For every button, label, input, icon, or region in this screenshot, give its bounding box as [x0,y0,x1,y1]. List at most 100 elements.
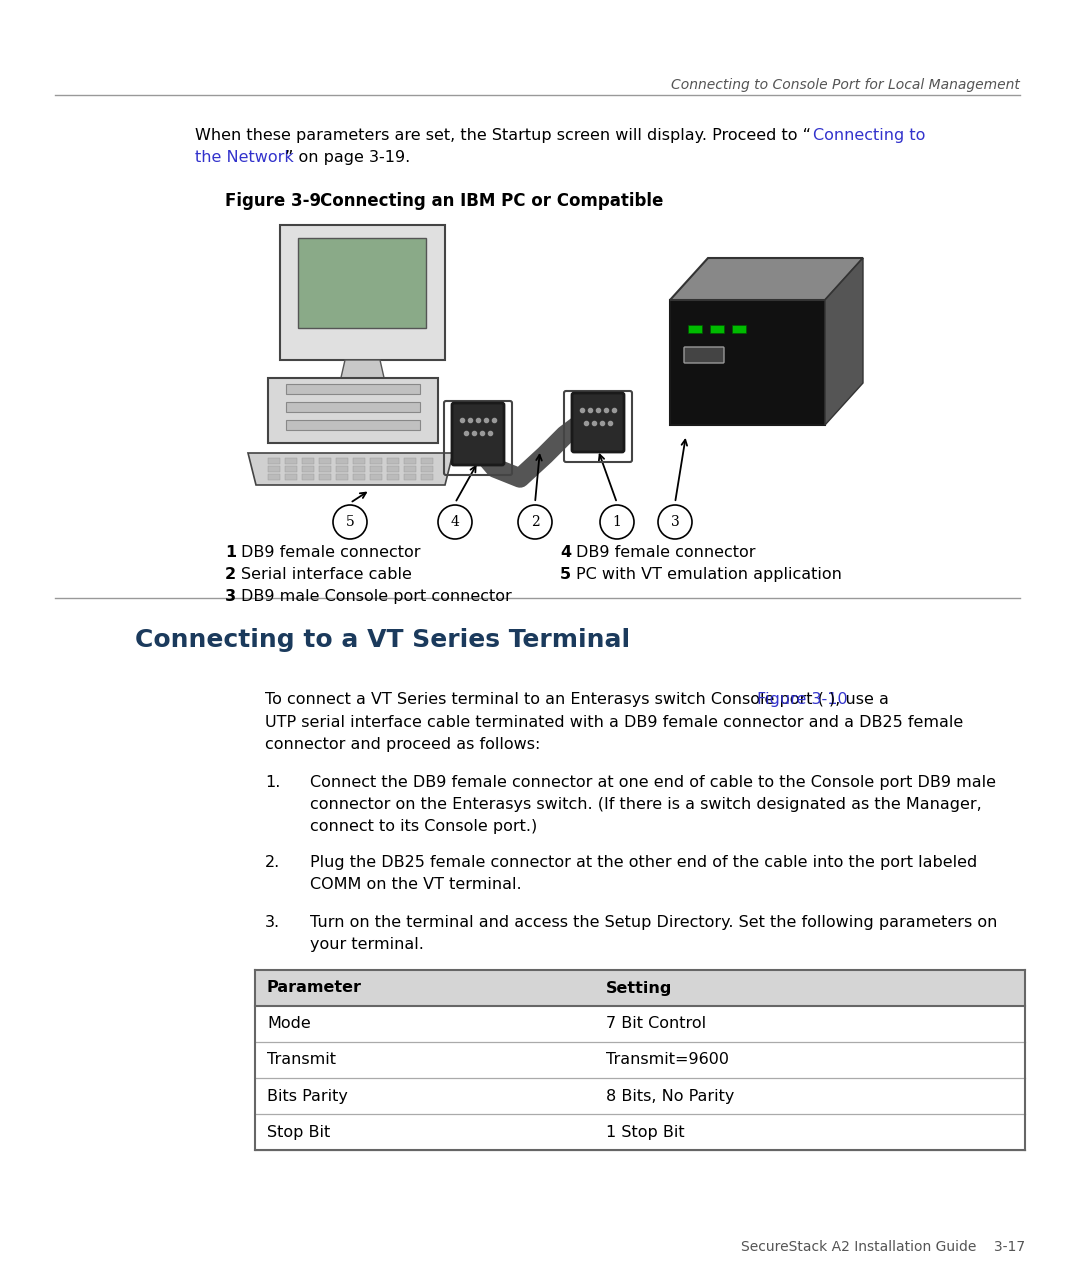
Polygon shape [319,458,330,464]
Text: DB9 female connector: DB9 female connector [576,545,756,560]
Polygon shape [387,466,399,472]
Text: Transmit=9600: Transmit=9600 [606,1053,729,1068]
Text: Connect the DB9 female connector at one end of cable to the Console port DB9 mal: Connect the DB9 female connector at one … [310,775,996,790]
Text: 1.: 1. [265,775,281,790]
Text: the Network: the Network [195,150,294,165]
Text: Mode: Mode [267,1016,311,1031]
Polygon shape [302,458,314,464]
Polygon shape [286,384,420,394]
Polygon shape [370,458,382,464]
Text: your terminal.: your terminal. [310,937,423,952]
Text: Figure 3-9: Figure 3-9 [225,192,321,210]
Polygon shape [688,325,702,333]
Polygon shape [248,453,453,485]
Polygon shape [285,474,297,480]
Polygon shape [268,466,280,472]
Text: 3: 3 [225,589,237,605]
Text: ), use a: ), use a [829,692,889,707]
Polygon shape [280,225,445,359]
FancyBboxPatch shape [572,392,624,452]
Polygon shape [336,474,348,480]
Text: 4: 4 [450,516,459,530]
Text: 5: 5 [346,516,354,530]
Text: 2: 2 [225,566,237,582]
Text: 1 Stop Bit: 1 Stop Bit [606,1124,685,1139]
Polygon shape [670,300,825,425]
Text: Plug the DB25 female connector at the other end of the cable into the port label: Plug the DB25 female connector at the ot… [310,855,977,870]
FancyBboxPatch shape [453,403,504,465]
Polygon shape [710,325,724,333]
Polygon shape [340,359,384,382]
Text: SecureStack A2 Installation Guide    3-17: SecureStack A2 Installation Guide 3-17 [741,1240,1025,1253]
Text: Connecting to: Connecting to [813,128,926,144]
Polygon shape [353,474,365,480]
Polygon shape [286,420,420,431]
Polygon shape [285,458,297,464]
Text: 2: 2 [530,516,539,530]
Text: Serial interface cable: Serial interface cable [241,566,411,582]
Text: Figure 3-10: Figure 3-10 [757,692,848,707]
Polygon shape [387,474,399,480]
Text: Bits Parity: Bits Parity [267,1088,348,1104]
Text: Connecting to a VT Series Terminal: Connecting to a VT Series Terminal [135,627,630,652]
Circle shape [518,505,552,538]
Text: COMM on the VT terminal.: COMM on the VT terminal. [310,878,522,892]
Polygon shape [285,466,297,472]
Text: 1: 1 [225,545,237,560]
Text: 3: 3 [671,516,679,530]
Circle shape [333,505,367,538]
Text: DB9 female connector: DB9 female connector [241,545,420,560]
Text: Connecting to Console Port for Local Management: Connecting to Console Port for Local Man… [671,77,1020,91]
Circle shape [600,505,634,538]
Polygon shape [404,474,416,480]
Polygon shape [421,466,433,472]
Text: 1: 1 [612,516,621,530]
Text: connect to its Console port.): connect to its Console port.) [310,819,537,834]
Text: DB9 male Console port connector: DB9 male Console port connector [241,589,512,605]
Circle shape [658,505,692,538]
Polygon shape [315,382,410,392]
Text: ” on page 3-19.: ” on page 3-19. [285,150,410,165]
Polygon shape [319,474,330,480]
Polygon shape [336,458,348,464]
Polygon shape [268,458,280,464]
Text: Stop Bit: Stop Bit [267,1124,330,1139]
Text: connector and proceed as follows:: connector and proceed as follows: [265,737,540,752]
Text: connector on the Enterasys switch. (If there is a switch designated as the Manag: connector on the Enterasys switch. (If t… [310,798,982,812]
Circle shape [438,505,472,538]
Text: Turn on the terminal and access the Setup Directory. Set the following parameter: Turn on the terminal and access the Setu… [310,914,997,930]
Polygon shape [825,258,863,425]
Polygon shape [319,466,330,472]
Polygon shape [421,458,433,464]
Text: 7 Bit Control: 7 Bit Control [606,1016,706,1031]
Polygon shape [670,258,863,300]
Polygon shape [353,458,365,464]
Text: 2.: 2. [265,855,280,870]
Polygon shape [387,458,399,464]
Polygon shape [421,474,433,480]
Polygon shape [336,466,348,472]
Polygon shape [302,474,314,480]
Polygon shape [404,466,416,472]
Polygon shape [732,325,746,333]
Text: PC with VT emulation application: PC with VT emulation application [576,566,842,582]
Polygon shape [370,474,382,480]
Polygon shape [370,466,382,472]
Text: 4: 4 [561,545,571,560]
Polygon shape [302,466,314,472]
Polygon shape [268,378,438,443]
Polygon shape [298,237,426,328]
Text: Setting: Setting [606,980,672,996]
FancyBboxPatch shape [684,347,724,363]
Polygon shape [353,466,365,472]
Text: UTP serial interface cable terminated with a DB9 female connector and a DB25 fem: UTP serial interface cable terminated wi… [265,715,963,730]
Text: Parameter: Parameter [267,980,362,996]
Text: 3.: 3. [265,914,280,930]
Text: To connect a VT Series terminal to an Enterasys switch Console port (: To connect a VT Series terminal to an En… [265,692,824,707]
Polygon shape [268,474,280,480]
Polygon shape [255,970,1025,1006]
Text: Transmit: Transmit [267,1053,336,1068]
Text: 5: 5 [561,566,571,582]
Polygon shape [404,458,416,464]
Text: 8 Bits, No Parity: 8 Bits, No Parity [606,1088,734,1104]
